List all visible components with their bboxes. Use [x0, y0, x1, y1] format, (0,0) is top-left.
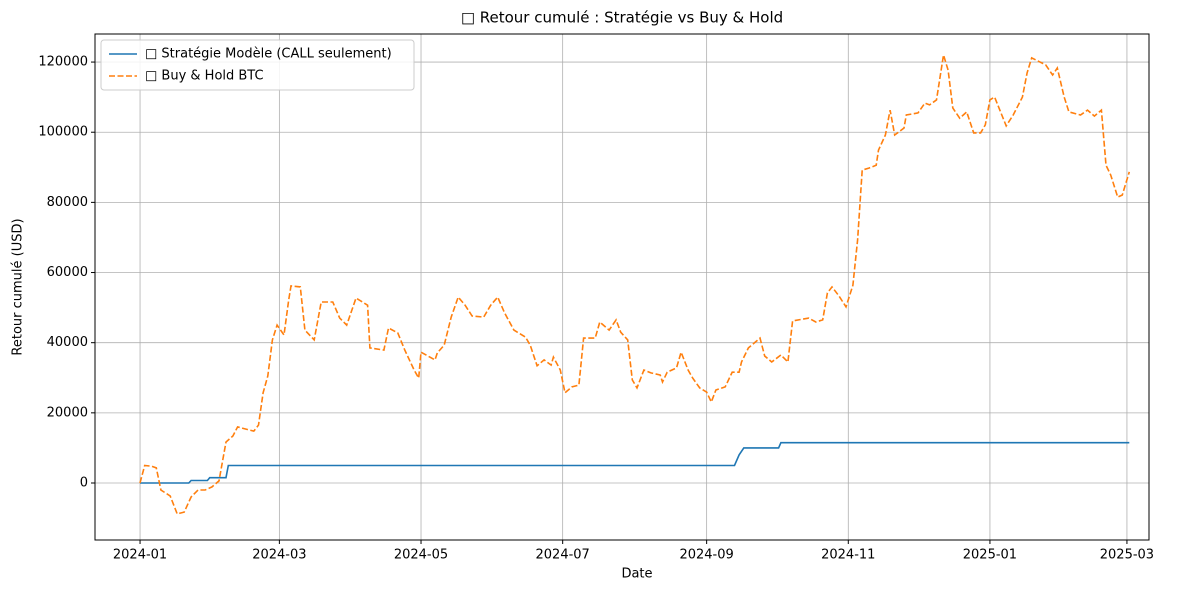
y-tick-label: 120000 — [38, 55, 88, 70]
y-tick-label: 60000 — [47, 265, 88, 280]
series-line — [139, 54, 1131, 515]
plot-frame — [94, 33, 1150, 541]
x-axis-label: Date — [621, 567, 652, 582]
y-tick-label: 20000 — [47, 405, 88, 420]
x-tick-label: 2025-03 — [1100, 548, 1154, 563]
legend-label: □ Buy & Hold BTC — [145, 69, 264, 84]
x-tick-label: 2024-05 — [394, 548, 448, 563]
x-tick-label: 2024-03 — [252, 548, 306, 563]
chart-title: □ Retour cumulé : Stratégie vs Buy & Hol… — [461, 9, 783, 27]
y-tick-label: 40000 — [47, 335, 88, 350]
x-tick-label: 2024-01 — [113, 548, 167, 563]
x-tick-label: 2024-11 — [821, 548, 875, 563]
y-tick-label: 0 — [80, 475, 88, 490]
y-tick-label: 100000 — [38, 125, 88, 140]
legend-label: □ Stratégie Modèle (CALL seulement) — [145, 47, 392, 62]
y-tick-label: 80000 — [47, 195, 88, 210]
x-tick-label: 2025-01 — [963, 548, 1017, 563]
series-line — [140, 441, 1130, 484]
x-tick-label: 2024-09 — [679, 548, 733, 563]
y-axis-label: Retour cumulé (USD) — [11, 218, 26, 355]
legend-box — [100, 39, 415, 91]
x-tick-label: 2024-07 — [536, 548, 590, 563]
